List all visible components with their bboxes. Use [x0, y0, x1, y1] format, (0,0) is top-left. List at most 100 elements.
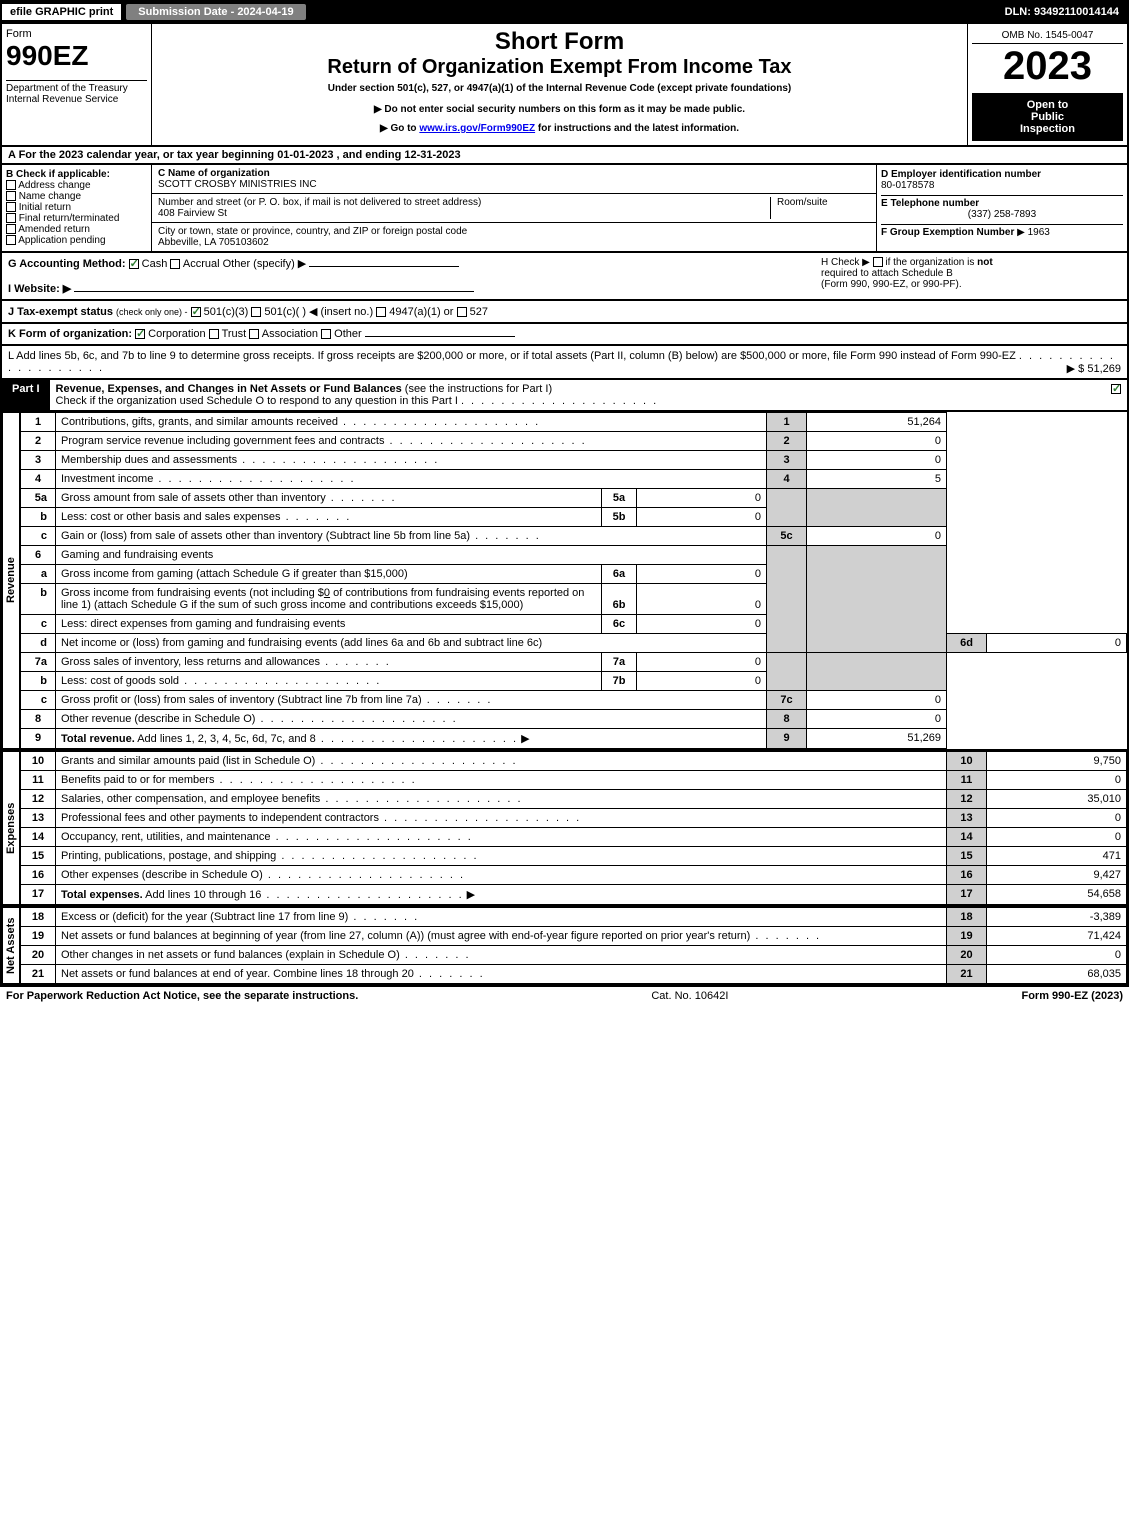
checkbox-trust[interactable]	[209, 329, 219, 339]
line-12: 12Salaries, other compensation, and empl…	[21, 790, 1127, 809]
line-6: 6Gaming and fundraising events	[21, 546, 1127, 565]
line-11: 11Benefits paid to or for members110	[21, 771, 1127, 790]
line-1: 1Contributions, gifts, grants, and simil…	[21, 413, 1127, 432]
tax-year: 2023	[972, 44, 1123, 89]
irs-label: Internal Revenue Service	[6, 94, 147, 105]
checkbox-schedule-o[interactable]	[1111, 384, 1121, 394]
line-6c: cLess: direct expenses from gaming and f…	[21, 615, 1127, 634]
omb-number: OMB No. 1545-0047	[972, 28, 1123, 44]
line-14: 14Occupancy, rent, utilities, and mainte…	[21, 828, 1127, 847]
section-d: D Employer identification number 80-0178…	[877, 165, 1127, 251]
k-label: K Form of organization:	[8, 328, 132, 340]
checkbox-schedule-b[interactable]	[873, 257, 883, 267]
dln-label: DLN: 93492110014144	[1005, 6, 1127, 18]
irs-link[interactable]: www.irs.gov/Form990EZ	[419, 123, 535, 134]
net-assets-section: Net Assets 18Excess or (deficit) for the…	[0, 907, 1129, 986]
form-label: Form	[6, 28, 147, 40]
l-amount: ▶ $ 51,269	[1067, 362, 1121, 375]
subtitle: Under section 501(c), 527, or 4947(a)(1)…	[156, 83, 963, 94]
short-form-title: Short Form	[156, 28, 963, 56]
line-3: 3Membership dues and assessments30	[21, 451, 1127, 470]
city-label: City or town, state or province, country…	[158, 226, 467, 237]
section-g: G Accounting Method: Cash Accrual Other …	[8, 257, 821, 295]
checkbox-501c3[interactable]	[191, 307, 201, 317]
section-c: C Name of organization SCOTT CROSBY MINI…	[152, 165, 877, 251]
line-5b: bLess: cost or other basis and sales exp…	[21, 508, 1127, 527]
street-value: 408 Fairview St	[158, 208, 227, 219]
checkbox-application-pending[interactable]	[6, 235, 16, 245]
room-label: Room/suite	[777, 197, 828, 208]
line-6a: aGross income from gaming (attach Schedu…	[21, 565, 1127, 584]
page-footer: For Paperwork Reduction Act Notice, see …	[0, 986, 1129, 1005]
part-1-tag: Part I	[2, 380, 50, 410]
l-text: L Add lines 5b, 6c, and 7b to line 9 to …	[8, 350, 1016, 362]
efile-label: efile GRAPHIC print	[2, 4, 121, 20]
line-6d: dNet income or (loss) from gaming and fu…	[21, 634, 1127, 653]
checkbox-other-org[interactable]	[321, 329, 331, 339]
line-6b: bGross income from fundraising events (n…	[21, 584, 1127, 615]
line-10: 10Grants and similar amounts paid (list …	[21, 752, 1127, 771]
tel-value: (337) 258-7893	[881, 209, 1123, 220]
group-label: F Group Exemption Number	[881, 227, 1014, 238]
line-4: 4Investment income45	[21, 470, 1127, 489]
line-18: 18Excess or (deficit) for the year (Subt…	[21, 908, 1127, 927]
return-title: Return of Organization Exempt From Incom…	[156, 56, 963, 79]
checkbox-corporation[interactable]	[135, 329, 145, 339]
checkbox-amended-return[interactable]	[6, 224, 16, 234]
line-7b: bLess: cost of goods sold7b0	[21, 672, 1127, 691]
line-5a: 5aGross amount from sale of assets other…	[21, 489, 1127, 508]
checkbox-527[interactable]	[457, 307, 467, 317]
section-j: J Tax-exempt status (check only one) - 5…	[0, 301, 1129, 324]
section-a-text: A For the 2023 calendar year, or tax yea…	[8, 149, 461, 161]
line-5c: cGain or (loss) from sale of assets othe…	[21, 527, 1127, 546]
line-17: 17Total expenses. Add lines 10 through 1…	[21, 885, 1127, 905]
section-a: A For the 2023 calendar year, or tax yea…	[0, 147, 1129, 165]
line-21: 21Net assets or fund balances at end of …	[21, 965, 1127, 984]
section-gh: G Accounting Method: Cash Accrual Other …	[0, 253, 1129, 301]
footer-paperwork: For Paperwork Reduction Act Notice, see …	[6, 990, 358, 1002]
street-label: Number and street (or P. O. box, if mail…	[158, 197, 481, 208]
line-7a: 7aGross sales of inventory, less returns…	[21, 653, 1127, 672]
footer-catno: Cat. No. 10642I	[651, 990, 728, 1002]
footer-form: Form 990-EZ (2023)	[1021, 990, 1123, 1002]
g-label: G Accounting Method:	[8, 258, 126, 270]
line-19: 19Net assets or fund balances at beginni…	[21, 927, 1127, 946]
part-1-desc: Revenue, Expenses, and Changes in Net As…	[50, 380, 1105, 410]
checkbox-accrual[interactable]	[170, 259, 180, 269]
part-1-header: Part I Revenue, Expenses, and Changes in…	[0, 380, 1129, 412]
ein-label: D Employer identification number	[881, 169, 1041, 180]
section-h: H Check ▶ if the organization is not req…	[821, 257, 1121, 295]
revenue-section: Revenue 1Contributions, gifts, grants, a…	[0, 412, 1129, 751]
form-header: Form 990EZ Department of the Treasury In…	[0, 24, 1129, 147]
website-label: I Website: ▶	[8, 283, 71, 295]
group-value: ▶ 1963	[1017, 227, 1050, 238]
inspection-box: Open to Public Inspection	[972, 93, 1123, 141]
org-name-label: C Name of organization	[158, 168, 270, 179]
section-k: K Form of organization: Corporation Trus…	[0, 324, 1129, 346]
line-15: 15Printing, publications, postage, and s…	[21, 847, 1127, 866]
org-name: SCOTT CROSBY MINISTRIES INC	[158, 179, 317, 190]
tel-label: E Telephone number	[881, 198, 979, 209]
checkbox-address-change[interactable]	[6, 180, 16, 190]
line-8: 8Other revenue (describe in Schedule O)8…	[21, 710, 1127, 729]
header-mid: Short Form Return of Organization Exempt…	[152, 24, 967, 145]
line-9: 9Total revenue. Add lines 1, 2, 3, 4, 5c…	[21, 729, 1127, 749]
info-grid: B Check if applicable: Address change Na…	[0, 165, 1129, 253]
top-bar: efile GRAPHIC print Submission Date - 20…	[0, 0, 1129, 24]
checkbox-name-change[interactable]	[6, 191, 16, 201]
ssn-note: ▶ Do not enter social security numbers o…	[156, 104, 963, 115]
line-20: 20Other changes in net assets or fund ba…	[21, 946, 1127, 965]
checkbox-4947[interactable]	[376, 307, 386, 317]
line-13: 13Professional fees and other payments t…	[21, 809, 1127, 828]
city-value: Abbeville, LA 705103602	[158, 237, 269, 248]
section-l: L Add lines 5b, 6c, and 7b to line 9 to …	[0, 346, 1129, 380]
line-7c: cGross profit or (loss) from sales of in…	[21, 691, 1127, 710]
net-assets-side-label: Net Assets	[2, 907, 20, 984]
header-left: Form 990EZ Department of the Treasury In…	[2, 24, 152, 145]
checkbox-association[interactable]	[249, 329, 259, 339]
checkbox-initial-return[interactable]	[6, 202, 16, 212]
checkbox-final-return[interactable]	[6, 213, 16, 223]
checkbox-cash[interactable]	[129, 259, 139, 269]
checkbox-501c[interactable]	[251, 307, 261, 317]
goto-note: ▶ Go to www.irs.gov/Form990EZ for instru…	[156, 123, 963, 134]
